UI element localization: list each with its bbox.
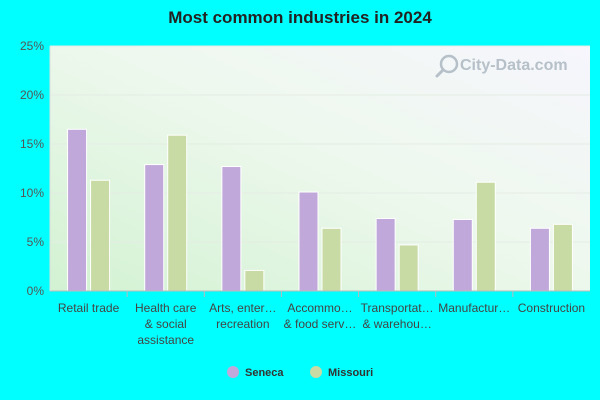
x-tick-label: & warehou… xyxy=(362,317,431,331)
legend-swatch-missouri xyxy=(310,366,322,378)
x-tick-label: Construction xyxy=(518,301,585,315)
x-tick-label: Accommo… xyxy=(287,301,352,315)
y-tick-label: 0% xyxy=(27,284,45,298)
bar-missouri[interactable] xyxy=(475,181,496,292)
watermark-magnifier-handle xyxy=(435,68,445,78)
bar-seneca[interactable] xyxy=(375,217,396,292)
x-axis-labels: Retail trade Health care & social assistanc… xyxy=(58,291,585,347)
bar-missouri[interactable] xyxy=(321,227,342,292)
y-tick-label: 25% xyxy=(20,39,44,53)
y-axis-ticks: 0% 5% 10% 15% 20% 25% xyxy=(20,39,44,298)
legend-label-seneca: Seneca xyxy=(245,367,284,379)
y-tick-label: 10% xyxy=(20,186,44,200)
bar-missouri[interactable] xyxy=(90,179,111,292)
plot-area xyxy=(50,46,590,291)
legend: Seneca Missouri xyxy=(227,366,373,379)
y-tick-label: 5% xyxy=(27,235,45,249)
bar-seneca[interactable] xyxy=(144,164,165,292)
bar-missouri[interactable] xyxy=(398,244,419,292)
x-tick-label: Arts, enter… xyxy=(209,301,276,315)
watermark-text: City-Data.com xyxy=(460,57,568,74)
y-tick-label: 20% xyxy=(20,88,44,102)
x-tick-label: & food serv… xyxy=(284,317,357,331)
bar-seneca[interactable] xyxy=(452,218,473,292)
bar-seneca[interactable] xyxy=(298,191,319,292)
legend-swatch-seneca xyxy=(227,366,239,378)
bars xyxy=(67,128,573,292)
bar-missouri[interactable] xyxy=(167,134,188,292)
bar-seneca[interactable] xyxy=(67,128,88,292)
grid-lines xyxy=(50,45,590,243)
x-tick-label: Retail trade xyxy=(58,301,120,315)
chart-title: Most common industries in 2024 xyxy=(168,8,432,27)
x-tick-label: Health care xyxy=(135,301,197,315)
y-tick-label: 15% xyxy=(20,137,44,151)
x-tick-label: Manufactur… xyxy=(438,301,510,315)
bar-seneca[interactable] xyxy=(221,166,242,292)
watermark-magnifier-icon xyxy=(439,54,459,74)
x-tick-label: Transportat… xyxy=(361,301,434,315)
bar-missouri[interactable] xyxy=(244,269,265,292)
x-tick-label: recreation xyxy=(216,317,269,331)
bar-missouri[interactable] xyxy=(552,223,573,292)
bar-seneca[interactable] xyxy=(529,227,550,292)
x-tick-label: assistance xyxy=(137,333,194,347)
legend-label-missouri: Missouri xyxy=(328,367,373,379)
watermark: City-Data.com xyxy=(435,54,568,78)
x-tick-label: & social xyxy=(145,317,187,331)
